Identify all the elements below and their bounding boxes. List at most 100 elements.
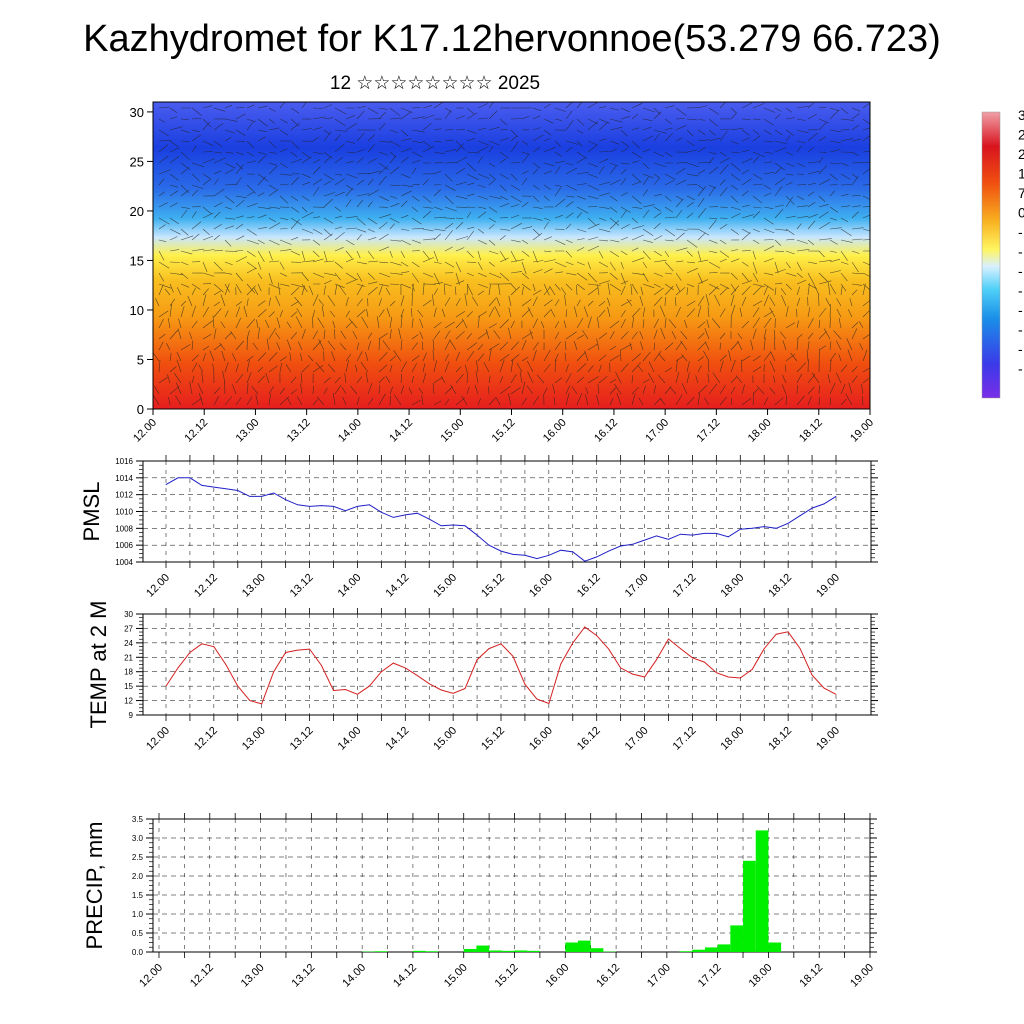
precip-bars — [362, 830, 782, 952]
precip-bar — [755, 830, 769, 952]
data-point — [285, 652, 287, 653]
xtick-label: 17.00 — [645, 962, 673, 990]
data-point — [500, 550, 502, 552]
xtick-label: 17.00 — [623, 572, 651, 600]
data-point — [225, 664, 227, 665]
colorbar-ramp — [981, 111, 1001, 399]
wind-vector-field — [153, 102, 870, 406]
xtick-label: 17.12 — [671, 725, 699, 753]
data-point — [321, 665, 322, 666]
ytick-label: 1.5 — [132, 891, 144, 900]
data-point — [261, 495, 263, 497]
xtick-label: 12.12 — [192, 725, 220, 753]
heat-xtick-label: 16.12 — [592, 417, 620, 445]
wind-vectors — [153, 102, 870, 406]
colorbar: 3 2 2 1 7 0 - - - - - - - - — [981, 107, 1024, 399]
data-point — [584, 560, 586, 562]
series-line — [165, 477, 837, 562]
precip-bar — [679, 951, 693, 952]
data-point — [703, 532, 705, 534]
data-point — [608, 648, 610, 650]
heat-ytick-label: 10 — [130, 303, 144, 318]
precip-bar — [565, 942, 578, 952]
xtick-label: 13.00 — [240, 572, 268, 600]
data-point — [177, 667, 179, 669]
data-point — [620, 545, 622, 547]
precip-bar — [704, 947, 718, 952]
precip-bar — [463, 948, 477, 952]
data-point — [201, 643, 203, 645]
precip-bar — [527, 950, 540, 952]
data-point — [249, 700, 251, 701]
colorbar-label: - — [1018, 361, 1023, 377]
xtick-label: 13.12 — [290, 962, 318, 990]
ytick-label: 21 — [124, 653, 133, 662]
data-point — [608, 550, 610, 552]
data-point — [392, 662, 394, 664]
colorbar-label: 7 — [1018, 185, 1024, 201]
data-point — [739, 528, 741, 530]
xtick-label: 12.00 — [144, 725, 172, 753]
ytick-label: 1006 — [115, 541, 133, 550]
ytick-label: 30 — [124, 610, 133, 619]
data-point — [452, 524, 454, 526]
data-point — [416, 512, 418, 514]
heat-xtick-label: 18.12 — [797, 417, 825, 445]
data-point — [548, 554, 550, 556]
data-point — [297, 504, 299, 506]
data-point — [548, 703, 550, 704]
data-point — [835, 693, 837, 695]
data-point — [452, 692, 454, 694]
data-point — [285, 499, 287, 501]
chart-title: Kazhydromet for K17.12hervonnoe(53.279 6… — [83, 18, 941, 60]
heat-xtick-label: 14.12 — [387, 417, 415, 445]
data-point — [596, 635, 598, 637]
data-point — [333, 506, 334, 507]
heat-xtick-label: 19.00 — [848, 417, 876, 445]
ytick-label: 1010 — [115, 508, 133, 517]
data-point — [333, 690, 334, 691]
data-point — [680, 533, 681, 535]
ytick-label: 15 — [124, 682, 133, 691]
data-point — [213, 486, 215, 488]
data-point — [404, 514, 406, 516]
xtick-label: 19.00 — [814, 572, 842, 600]
precip-bar — [501, 950, 515, 952]
data-point — [201, 485, 203, 486]
data-point — [811, 674, 813, 676]
data-point — [249, 495, 251, 497]
ytick-label: 0.5 — [132, 929, 144, 938]
heat-xtick-label: 15.12 — [490, 417, 518, 445]
ytick-label: 1.0 — [132, 910, 144, 919]
ytick-label: 27 — [124, 624, 133, 633]
xtick-label: 17.12 — [671, 572, 699, 600]
data-point — [237, 490, 239, 491]
heat-xtick-label: 14.00 — [336, 417, 364, 445]
data-point — [763, 648, 765, 650]
heat-ytick-label: 30 — [130, 105, 144, 120]
data-point — [536, 698, 538, 700]
temperature-cross-section: 0 5 10 15 20 25 30 12.00 12.12 13.00 13.12 14.00 14… — [130, 101, 876, 445]
precip-bar — [692, 949, 705, 952]
xtick-label: 19.00 — [814, 725, 842, 753]
colorbar-label: - — [1018, 244, 1023, 260]
precip-bar — [743, 860, 756, 952]
data-point — [656, 659, 657, 661]
data-point — [309, 648, 310, 650]
data-point — [632, 543, 634, 545]
data-point — [177, 477, 179, 479]
data-point — [775, 633, 777, 635]
ytick-label: 1014 — [115, 474, 133, 483]
data-point — [739, 677, 741, 679]
data-point — [476, 534, 478, 536]
data-point — [692, 657, 693, 659]
heat-xtick-label: 12.00 — [131, 417, 159, 445]
ytick-label: 3.5 — [132, 815, 144, 824]
data-point — [357, 506, 358, 507]
xtick-label: 17.12 — [696, 962, 724, 990]
heat-xtick-label: 17.12 — [695, 417, 723, 445]
precip-panel: 0.0 0.5 1.0 1.5 2.0 2.5 3.0 3.5 12.00 12.12 13.00 1… — [82, 813, 877, 990]
precip-bar — [590, 948, 604, 952]
data-point — [572, 551, 574, 553]
data-point — [512, 554, 514, 555]
